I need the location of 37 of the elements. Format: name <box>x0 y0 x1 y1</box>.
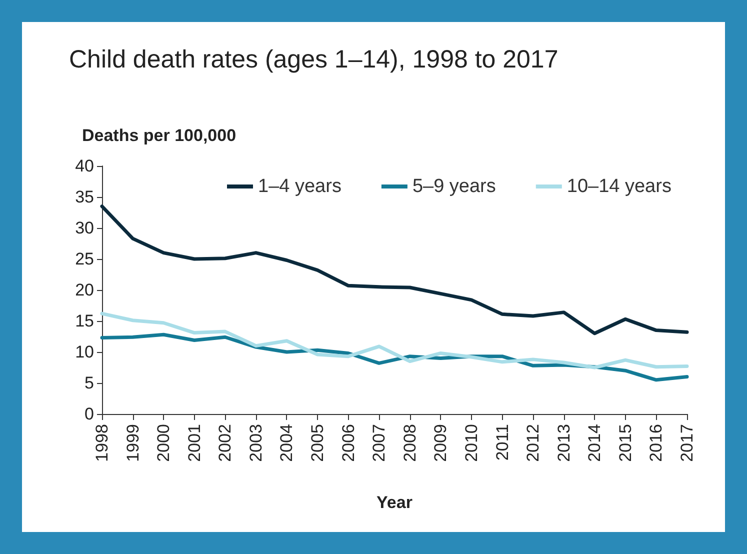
line-series <box>100 312 689 370</box>
x-tick-label: 2013 <box>554 424 574 462</box>
x-tick-label: 2011 <box>492 424 512 461</box>
x-tick-label: 1999 <box>123 424 142 462</box>
legend-label: 10–14 years <box>566 176 672 197</box>
x-tick-label: 2016 <box>646 424 666 462</box>
x-tick-label: 2007 <box>370 424 389 462</box>
x-tick-label: 2014 <box>585 424 604 462</box>
legend-label: 5–9 years <box>412 176 496 197</box>
x-tick-label: 2001 <box>184 424 204 462</box>
x-tick-label: 2000 <box>154 424 174 462</box>
y-tick-label: 15 <box>75 312 94 330</box>
y-tick-label: 30 <box>75 218 94 238</box>
x-tick-label: 2012 <box>524 424 543 462</box>
x-tick-label: 2003 <box>246 424 266 462</box>
y-axis-title: Deaths per 100,000 <box>82 126 236 145</box>
x-tick-label: 2015 <box>616 424 635 462</box>
y-tick-label: 10 <box>75 342 94 362</box>
x-axis-title: Year <box>376 493 413 512</box>
x-tick-label: 2010 <box>462 424 481 462</box>
y-tick-label: 40 <box>75 156 94 176</box>
y-tick-label: 25 <box>75 250 94 268</box>
x-tick-label: 2005 <box>308 424 328 462</box>
x-tick-label: 2017 <box>678 424 696 462</box>
x-tick-label: 2002 <box>216 424 235 462</box>
y-tick-label: 5 <box>84 374 94 392</box>
y-tick-label: 35 <box>75 188 94 206</box>
x-tick-label: 1998 <box>92 424 112 462</box>
x-tick-label: 2008 <box>400 424 420 462</box>
x-tick-label: 2004 <box>277 424 296 462</box>
x-tick-label: 2006 <box>338 424 358 462</box>
y-tick-label: 0 <box>84 404 94 424</box>
chart-title: Child death rates (ages 1–14), 1998 to 2017 <box>69 46 558 74</box>
y-tick-label: 20 <box>75 280 94 300</box>
legend-label: 1–4 years <box>258 176 342 197</box>
x-tick-label: 2009 <box>431 424 450 462</box>
line-series <box>100 204 689 336</box>
